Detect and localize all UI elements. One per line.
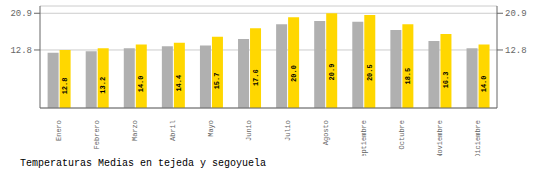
svg-text:Septiembre: Septiembre	[360, 120, 368, 156]
svg-text:16.3: 16.3	[442, 72, 450, 89]
svg-text:14.4: 14.4	[175, 75, 183, 92]
svg-text:20.0: 20.0	[290, 65, 298, 82]
svg-text:12.8: 12.8	[505, 46, 527, 56]
html-text:Temperaturas Medias en tejeda: Temperaturas Medias en tejeda y segoyuel…	[20, 158, 266, 169]
svg-text:Febrero: Febrero	[93, 120, 101, 149]
svg-text:Octubre: Octubre	[398, 120, 406, 149]
svg-text:Diciembre: Diciembre	[474, 120, 482, 156]
svg-text:12.8: 12.8	[61, 78, 69, 95]
svg-text:Agosto: Agosto	[322, 120, 330, 145]
svg-text:Mayo: Mayo	[207, 120, 215, 137]
svg-text:20.9: 20.9	[10, 9, 32, 19]
svg-text:17.6: 17.6	[252, 69, 260, 86]
svg-text:18.5: 18.5	[404, 68, 412, 85]
svg-text:Abril: Abril	[169, 120, 177, 141]
svg-text:Enero: Enero	[55, 120, 63, 141]
svg-text:14.0: 14.0	[137, 75, 145, 92]
svg-text:Junio: Junio	[245, 120, 253, 141]
svg-text:Julio: Julio	[284, 120, 292, 141]
svg-text:20.9: 20.9	[505, 9, 527, 19]
svg-text:14.0: 14.0	[480, 75, 488, 92]
svg-text:Marzo: Marzo	[131, 120, 139, 141]
svg-text:20.9: 20.9	[328, 64, 336, 81]
svg-text:20.5: 20.5	[366, 64, 374, 81]
svg-text:12.8: 12.8	[10, 46, 32, 56]
svg-text:13.2: 13.2	[99, 77, 107, 94]
svg-text:Noviembre: Noviembre	[436, 120, 444, 156]
svg-text:15.7: 15.7	[213, 73, 221, 90]
